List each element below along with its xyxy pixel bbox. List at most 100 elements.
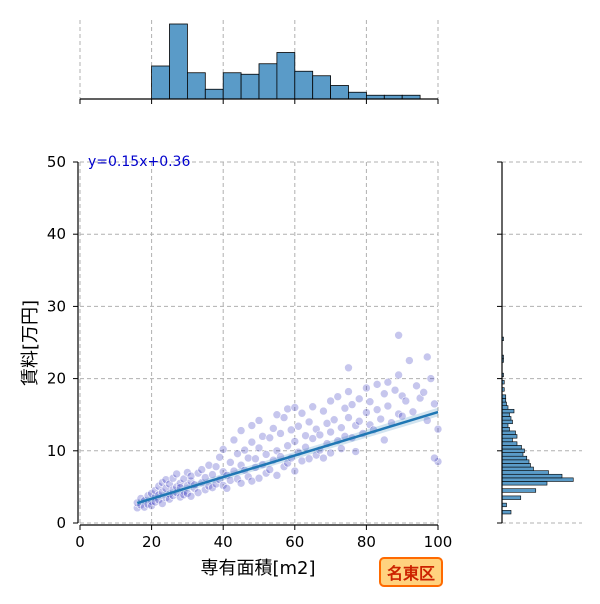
scatter-point [297,408,307,418]
top-hist-bar [312,75,332,100]
top-hist-bar [169,23,188,100]
right-hist-bar [501,448,525,453]
scatter-point [365,397,375,407]
scatter-point [218,481,228,490]
equation-label: y=0.15x+0.36 [88,154,190,170]
scatter-point [132,503,142,513]
scatter-point [175,478,185,488]
right-hist-bar [501,481,548,486]
scatter-point [279,462,289,471]
scatter-point [261,450,271,459]
scatter-point [304,454,314,464]
scatter-point [337,423,346,432]
scatter-point [319,453,328,463]
top-hist-bar [276,52,296,100]
scatter-point [236,460,246,470]
scatter-point [362,383,371,393]
y-tick-label: 40 [47,225,66,243]
scatter-point [294,421,303,431]
top-hist-bar [348,91,367,100]
scatter-point [344,413,353,422]
scatter-point [186,476,196,486]
right-hist-bar [501,441,518,446]
scatter-point [215,452,224,462]
scatter-point [265,433,275,443]
scatter-point [333,392,343,401]
right-hist-bar [501,434,518,439]
scatter-point [326,427,335,437]
scatter-point [229,435,239,445]
scatter-point [283,441,292,451]
right-hist-bar [501,430,516,435]
scatter-point [354,394,364,404]
scatter-point [150,486,160,495]
scatter-point [383,401,393,411]
scatter-point [372,405,382,414]
top-hist-bar [186,72,206,100]
scatter-point [286,425,296,435]
scatter-point [326,396,335,406]
x-tick-label: 40 [214,533,233,551]
axes: 0 20 40 60 80 100 0 10 20 30 40 50 [47,153,452,551]
scatter-point [405,356,414,365]
top-hist-bar [240,73,260,100]
scatter-point [254,473,264,483]
y-tick-label: 0 [56,514,66,532]
scatter-point [258,432,267,441]
scatter-point [208,483,217,492]
scatter-point [226,458,235,467]
right-hist-bar [501,401,507,406]
scatter-point [140,502,149,512]
right-hist-bar [501,466,534,471]
scatter-point [243,453,253,463]
scatter-point [430,399,439,409]
scatter-point [261,468,271,478]
scatter-point [394,370,403,380]
top-hist-bar [330,85,349,100]
scatter-point [433,424,443,434]
top-hist-bar [222,72,242,100]
scatter-point [351,421,360,430]
y-tick-label: 10 [47,442,66,460]
scatter-point [322,419,332,428]
scatter-point [347,400,357,409]
y-tick-label: 20 [47,370,66,388]
scatter-point [283,458,292,468]
right-hist-bar [501,463,531,468]
scatter-point [186,491,196,501]
y-tick-label: 50 [47,153,66,171]
scatter-point [290,466,300,476]
scatter-point [283,404,292,414]
scatter-point [193,488,203,497]
scatter-point [197,465,207,474]
x-axis-label: 専有面積[m2] [200,558,315,579]
scatter-point [236,426,246,435]
x-tick-label: 80 [357,533,376,551]
scatter-point [254,416,264,425]
scatter-point [265,465,275,474]
right-hist-bar [501,470,549,475]
y-axis-label: 賃料[万円] [20,300,41,386]
regression-line-group [136,407,439,506]
scatter-point [147,489,156,498]
scatter-point [394,330,403,340]
scatter-point [290,403,300,412]
scatter-point [376,414,386,424]
right-hist-bar [501,502,507,508]
marginal-x-histogram [79,20,439,104]
scatter-point [279,413,289,422]
scatter-point [304,417,314,427]
scatter-point [165,494,174,504]
scatter-point [319,406,328,416]
scatter-point [383,377,393,387]
right-hist-bar [501,419,513,425]
scatter-point [183,468,192,477]
right-hist-bar [501,510,512,515]
right-hist-bar [501,412,510,417]
marginal-y-histogram [497,161,582,524]
right-hist-bar [501,452,524,457]
top-hist-bar [151,65,170,100]
scatter-point [379,435,389,445]
scatter-point [251,454,260,464]
